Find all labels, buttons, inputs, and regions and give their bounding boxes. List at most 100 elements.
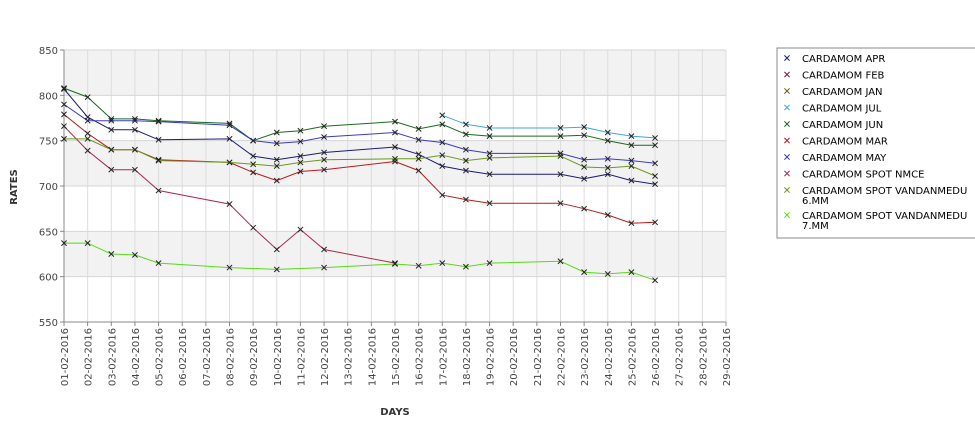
marker-stroke xyxy=(415,167,422,174)
data-point xyxy=(155,136,162,143)
marker-stroke xyxy=(415,125,422,132)
marker-stroke xyxy=(297,153,304,160)
data-point xyxy=(84,240,91,247)
legend-marker xyxy=(784,104,790,111)
data-point xyxy=(84,94,91,101)
series-cardamom-spot-nmce xyxy=(61,123,398,267)
marker-stroke xyxy=(784,137,790,144)
series-cardamom-apr xyxy=(61,86,659,188)
marker-stroke xyxy=(131,251,138,258)
data-point xyxy=(439,139,446,146)
x-tick-label: 12-02-2016 xyxy=(320,328,331,386)
series-line xyxy=(63,87,656,146)
marker-stroke xyxy=(557,258,564,265)
data-point xyxy=(628,157,635,164)
y-tick-label: 650 xyxy=(39,227,58,238)
x-tick-label: 10-02-2016 xyxy=(273,328,284,386)
y-tick-labels: 550 600 650 700 750 800 850 xyxy=(39,46,64,329)
marker-stroke xyxy=(604,164,611,171)
data-point xyxy=(652,134,659,141)
marker-stroke xyxy=(61,101,67,108)
marker-stroke xyxy=(61,111,67,118)
marker-stroke xyxy=(226,201,233,208)
data-point xyxy=(652,277,659,284)
marker-stroke xyxy=(392,155,398,162)
marker-stroke xyxy=(108,251,115,257)
data-point xyxy=(392,261,398,267)
marker-stroke xyxy=(84,135,91,142)
data-point xyxy=(557,171,564,178)
marker-stroke xyxy=(155,260,162,267)
data-point xyxy=(297,153,304,160)
data-point xyxy=(155,118,162,125)
data-point xyxy=(486,200,493,207)
data-point xyxy=(604,129,611,136)
series-cardamom-jul xyxy=(439,112,659,141)
data-point xyxy=(321,264,328,271)
marker-stroke xyxy=(439,163,446,170)
x-tick-labels: 01-02-2016 02-02-2016 03-02-2016 04-02-2016… xyxy=(60,322,733,386)
marker-stroke xyxy=(415,262,422,269)
marker-stroke xyxy=(155,156,162,163)
data-point xyxy=(628,220,635,227)
marker-stroke xyxy=(784,187,790,193)
marker-stroke xyxy=(439,152,446,159)
marker-stroke xyxy=(439,112,446,119)
marker-stroke xyxy=(486,171,493,178)
y-tick-label: 800 xyxy=(39,91,58,102)
data-point xyxy=(84,135,91,142)
marker-stroke xyxy=(604,171,611,178)
x-tick-label: 28-02-2016 xyxy=(698,328,709,386)
data-point xyxy=(557,125,564,131)
marker-stroke xyxy=(581,205,588,212)
marker-stroke xyxy=(273,266,280,273)
marker-stroke xyxy=(250,161,257,168)
data-point xyxy=(628,133,635,140)
series-cardamom-spot-vandanmedu-6-mm xyxy=(61,135,659,179)
data-point xyxy=(557,133,564,140)
data-point xyxy=(415,262,422,269)
marker-stroke xyxy=(273,140,280,147)
x-tick-label: 25-02-2016 xyxy=(627,328,638,386)
marker-stroke xyxy=(604,270,611,277)
marker-stroke xyxy=(462,146,469,153)
data-point xyxy=(273,246,280,253)
legend-label: CARDAMOM JAN xyxy=(802,87,883,98)
marker-stroke xyxy=(415,151,422,158)
data-point xyxy=(557,258,564,265)
data-point xyxy=(226,264,233,271)
x-tick-label: 19-02-2016 xyxy=(486,328,497,386)
data-point xyxy=(297,168,304,175)
legend-marker xyxy=(784,88,790,94)
marker-stroke xyxy=(486,133,493,140)
marker-stroke xyxy=(61,135,67,142)
data-point xyxy=(581,205,588,212)
marker-stroke xyxy=(250,224,257,231)
data-point xyxy=(321,134,328,140)
marker-stroke xyxy=(108,126,115,133)
marker-stroke xyxy=(297,168,304,175)
data-point xyxy=(61,86,67,92)
data-point xyxy=(462,121,469,128)
x-tick-label: 23-02-2016 xyxy=(580,328,591,386)
x-tick-label: 07-02-2016 xyxy=(202,328,213,386)
x-tick-label: 04-02-2016 xyxy=(131,328,142,386)
legend-label: CARDAMOM SPOT VANDANMEDU xyxy=(802,211,967,222)
legend-item: CARDAMOM APR xyxy=(784,54,885,65)
data-point xyxy=(628,269,635,276)
data-point xyxy=(131,126,138,133)
data-point xyxy=(84,147,91,154)
marker-stroke xyxy=(581,132,588,139)
data-point xyxy=(61,123,67,130)
marker-stroke xyxy=(392,129,398,136)
x-tick-label: 24-02-2016 xyxy=(604,328,615,386)
marker-stroke xyxy=(628,177,635,184)
marker-stroke xyxy=(652,160,659,167)
legend-item: CARDAMOM MAY xyxy=(784,153,887,164)
legend-label: CARDAMOM MAR xyxy=(802,137,888,148)
marker-stroke xyxy=(439,192,446,199)
data-point xyxy=(486,150,493,157)
marker-stroke xyxy=(131,117,138,124)
